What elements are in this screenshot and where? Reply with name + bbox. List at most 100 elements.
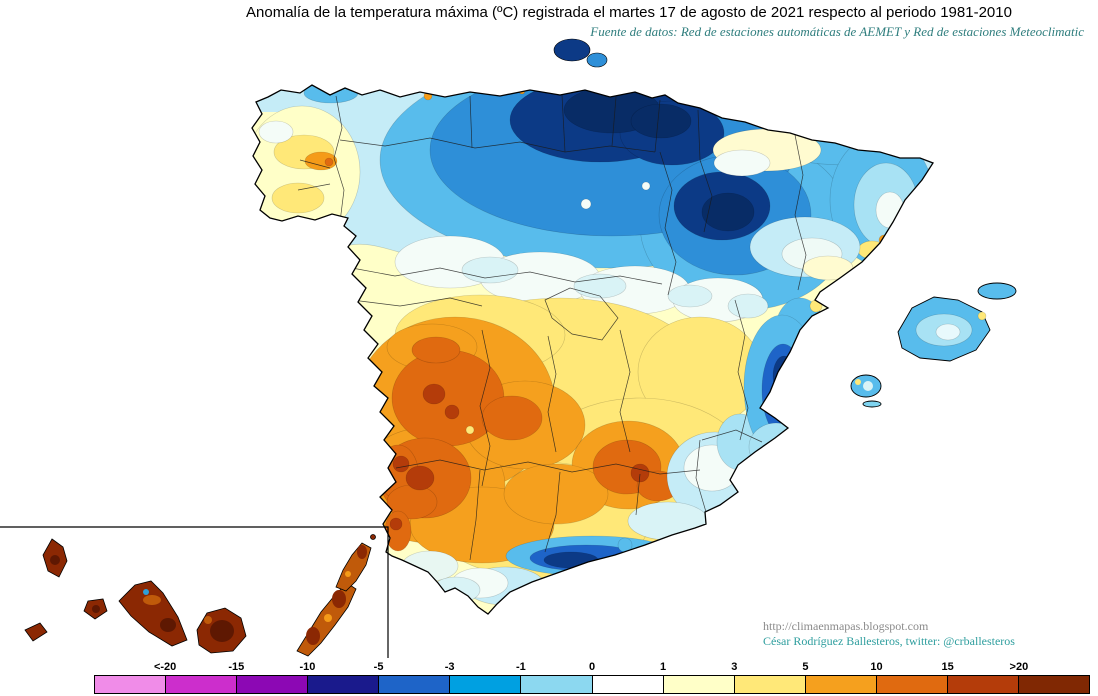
contour-fill	[977, 311, 987, 321]
border-line	[659, 151, 677, 296]
legend-color-cell	[946, 676, 1019, 693]
contour-fill	[391, 349, 505, 447]
contour-fill	[143, 589, 149, 595]
border-line	[351, 297, 483, 307]
border-line	[339, 137, 656, 153]
border-line	[333, 95, 345, 223]
border-line	[297, 159, 331, 191]
credits: http://climaenmapas.blogspot.com César R…	[763, 619, 1015, 649]
legend-color-cell	[591, 676, 663, 693]
border-line	[395, 459, 701, 475]
legend-tick-label: 5	[802, 661, 809, 673]
legend-color-cell	[662, 676, 734, 693]
border-line	[654, 99, 661, 153]
contour-fill	[422, 383, 446, 405]
legend-tick-label: >20	[1009, 661, 1029, 673]
contour-fill	[357, 545, 367, 559]
contour-fill	[935, 323, 961, 341]
internal-borders	[297, 94, 807, 561]
island-el-hierro	[24, 622, 48, 642]
border-line	[469, 95, 473, 149]
legend-tick-label: 1	[660, 661, 667, 673]
contour-fill	[896, 143, 910, 157]
contour-fill	[802, 255, 854, 281]
legend-tick-label: <-20	[153, 661, 177, 673]
contour-fill	[92, 605, 100, 613]
contour-fill	[630, 103, 692, 139]
balearic-islands	[850, 282, 1017, 408]
legend: <-20 -15 -10 -5 -3 -1 0 1 3 5 10 15 >20	[94, 661, 1090, 694]
legend-tick-labels: <-20 -15 -10 -5 -3 -1 0 1 3 5 10 15 >20	[94, 661, 1090, 675]
contour-fill	[204, 616, 212, 624]
canary-inset	[0, 526, 389, 658]
legend-color-cell	[307, 676, 379, 693]
contour-fill	[465, 425, 475, 435]
legend-color-cell	[95, 676, 166, 693]
legend-tick-label: -3	[444, 661, 455, 673]
border-line	[701, 429, 763, 443]
contour-fill	[461, 256, 519, 284]
inset-border	[0, 526, 389, 658]
legend-tick-label: 0	[588, 661, 596, 673]
contour-fill	[143, 595, 161, 605]
anomaly-field	[252, 85, 933, 606]
legend-tick-label: -15	[228, 661, 245, 673]
border-line	[547, 335, 557, 453]
contour-fill	[444, 404, 460, 420]
legend-color-cell	[875, 676, 947, 693]
contour-fill	[405, 465, 435, 491]
contour-fill	[306, 627, 320, 645]
contour-fill	[667, 284, 713, 308]
contour-fill	[324, 614, 332, 622]
border-line	[695, 439, 707, 513]
contour-fill	[586, 52, 608, 68]
contour-fill	[863, 381, 873, 391]
contour-fill	[384, 510, 412, 552]
contour-fill	[641, 181, 651, 191]
legend-color-cell	[378, 676, 450, 693]
contour-fill	[627, 501, 709, 541]
contour-fill	[258, 120, 294, 144]
legend-color-cell	[520, 676, 592, 693]
island-la-graciosa	[370, 534, 376, 540]
border-line	[697, 109, 701, 161]
contour-fill	[580, 198, 592, 210]
coastline	[251, 84, 934, 615]
legend-tick-label: 10	[870, 661, 883, 673]
spain-anomaly-map	[0, 38, 1017, 658]
contour-fill	[345, 571, 351, 577]
island-tenerife	[118, 580, 188, 647]
border-line	[351, 267, 663, 285]
contour-fill	[210, 620, 234, 642]
legend-tick-label: -1	[515, 661, 526, 673]
contour-fill	[50, 555, 60, 565]
credits-author: César Rodríguez Ballesteros, twitter: @c…	[763, 634, 1015, 648]
border-line	[699, 159, 713, 233]
contour-fill	[324, 157, 334, 167]
contour-fill	[748, 422, 804, 472]
island-formentera	[862, 400, 882, 408]
border-line	[561, 94, 566, 153]
contour-fill	[553, 38, 591, 62]
contour-fill	[630, 463, 650, 483]
legend-color-cell	[733, 676, 805, 693]
island-menorca	[977, 282, 1017, 300]
legend-tick-label: 3	[731, 661, 738, 673]
contour-fill	[389, 517, 403, 531]
data-source-subtitle: Fuente de datos: Red de estaciones autom…	[590, 24, 1084, 39]
offshore-specks	[553, 38, 608, 68]
page-title: Anomalía de la temperatura máxima (ºC) r…	[246, 4, 1012, 21]
border-line	[619, 329, 631, 453]
legend-color-cell	[236, 676, 308, 693]
legend-color-cell	[804, 676, 876, 693]
contour-fill	[503, 463, 609, 525]
border-line	[469, 469, 481, 561]
legend-colorbar	[94, 675, 1090, 694]
contour-fill	[332, 590, 346, 608]
contour-fill	[481, 395, 543, 441]
contour-fill	[701, 192, 755, 232]
contour-fill	[411, 336, 461, 364]
border-line	[734, 299, 749, 441]
contour-fill	[727, 293, 769, 319]
